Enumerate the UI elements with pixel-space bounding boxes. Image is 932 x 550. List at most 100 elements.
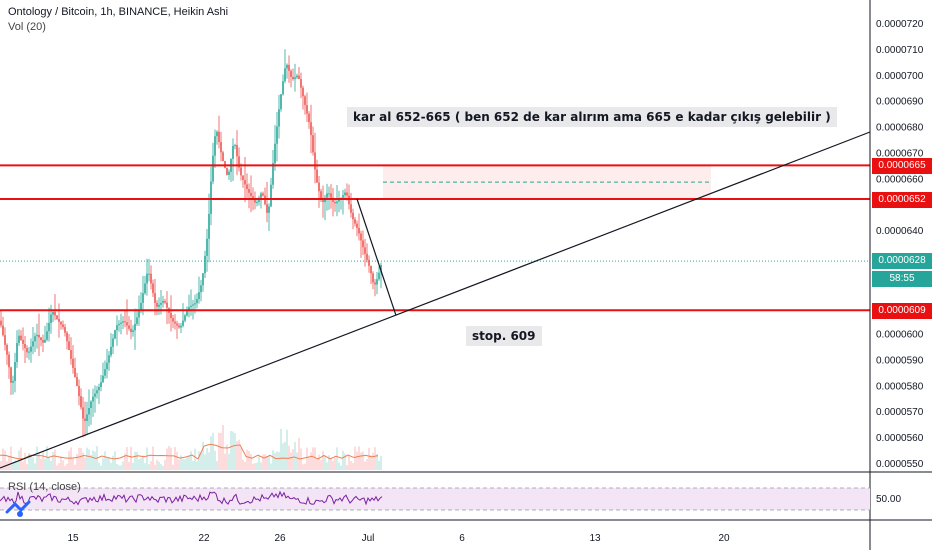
candle-body xyxy=(82,407,84,419)
volume-bar xyxy=(106,458,108,470)
candle-body xyxy=(360,233,362,241)
candle-body xyxy=(186,310,188,316)
candle-body xyxy=(346,192,348,196)
time-axis: 15 22 26 Jul 6 13 20 xyxy=(67,533,730,544)
candle-body xyxy=(64,327,66,333)
volume-bar xyxy=(378,460,380,470)
volume-bar xyxy=(202,441,204,470)
volume-bar xyxy=(324,455,326,470)
volume-bar xyxy=(60,456,62,470)
candle-body xyxy=(190,305,192,308)
volume-bar xyxy=(286,429,288,470)
volume-bar xyxy=(64,465,66,470)
volume-bar xyxy=(180,455,182,470)
candle-body xyxy=(172,318,174,322)
candle-body xyxy=(200,285,202,293)
volume-bar xyxy=(82,452,84,470)
volume-bar xyxy=(138,459,140,470)
candle-body xyxy=(36,334,38,337)
volume-bar xyxy=(80,448,82,470)
volume-bar xyxy=(232,431,234,470)
volume-bar xyxy=(238,439,240,470)
candle-body xyxy=(250,192,252,197)
candle-body xyxy=(228,171,230,175)
candle-body xyxy=(86,414,88,421)
y-tick-label: 0.0000600 xyxy=(876,330,924,341)
candle-body xyxy=(290,70,292,77)
candle-body xyxy=(148,273,150,275)
candle-body xyxy=(202,273,204,286)
volume-bar xyxy=(44,458,46,470)
volume-bar xyxy=(210,436,212,470)
volume-bar xyxy=(166,448,168,470)
volume-bar xyxy=(262,454,264,470)
candle-body xyxy=(56,315,58,319)
candle-body xyxy=(354,219,356,224)
candle-body xyxy=(322,199,324,203)
candle-body xyxy=(88,408,90,415)
volume-bar xyxy=(14,460,16,470)
volume-bar xyxy=(94,451,96,470)
candle-body xyxy=(68,341,70,350)
candle-body xyxy=(156,302,158,307)
candle-body xyxy=(262,193,264,196)
volume-bar xyxy=(160,464,162,470)
candle-body xyxy=(280,94,282,110)
candle-body xyxy=(112,338,114,347)
volume-bar xyxy=(16,461,18,470)
volume-bar xyxy=(226,444,228,470)
volume-bar xyxy=(120,465,122,470)
candle-body xyxy=(108,355,110,363)
volume-bar xyxy=(362,451,364,470)
volume-bar xyxy=(242,459,244,470)
volume-bar xyxy=(118,465,120,470)
chart-header: Ontology / Bitcoin, 1h, BINANCE, Heikin … xyxy=(8,6,228,33)
volume-bar xyxy=(332,460,334,470)
volume-bar xyxy=(338,462,340,470)
volume-bar xyxy=(126,447,128,470)
candle-body xyxy=(240,167,242,176)
candle-body xyxy=(300,79,302,88)
volume-bar xyxy=(260,462,262,470)
volume-bar xyxy=(76,453,78,470)
volume-bar xyxy=(216,461,218,470)
candle-body xyxy=(268,206,270,213)
candle-body xyxy=(182,320,184,326)
candle-body xyxy=(74,367,76,377)
volume-bar xyxy=(90,454,92,470)
volume-bar xyxy=(356,451,358,470)
y-tick-label: 0.0000720 xyxy=(876,19,924,30)
volume-bar xyxy=(352,463,354,470)
candle-body xyxy=(46,331,48,340)
volume-bar xyxy=(240,447,242,470)
volume-bar xyxy=(2,448,4,470)
volume-bar xyxy=(224,453,226,470)
x-tick-label: 26 xyxy=(274,533,286,544)
volume-bar xyxy=(38,453,40,470)
candle-body xyxy=(60,321,62,325)
volume-bar xyxy=(140,458,142,470)
y-tick-label: 0.0000570 xyxy=(876,407,924,418)
candle-body xyxy=(246,184,248,189)
candle-body xyxy=(294,77,296,80)
volume-bar xyxy=(194,448,196,470)
volume-bar xyxy=(192,460,194,470)
volume-bar xyxy=(302,464,304,470)
price-badge-609: 0.0000609 xyxy=(872,303,932,319)
candle-body xyxy=(32,341,34,347)
volume-bar xyxy=(318,454,320,470)
volume-bar xyxy=(146,447,148,470)
candle-body xyxy=(320,191,322,200)
trend-line[interactable] xyxy=(0,131,871,469)
candle-body xyxy=(4,335,6,345)
candle-body xyxy=(194,303,196,305)
candle-body xyxy=(134,323,136,331)
volume-bar xyxy=(176,451,178,470)
volume-bar xyxy=(190,451,192,470)
volume-bar xyxy=(46,446,48,470)
candle-body xyxy=(260,193,262,198)
candle-body xyxy=(284,68,286,82)
projection-line[interactable] xyxy=(356,198,397,316)
candle-body xyxy=(122,321,124,323)
